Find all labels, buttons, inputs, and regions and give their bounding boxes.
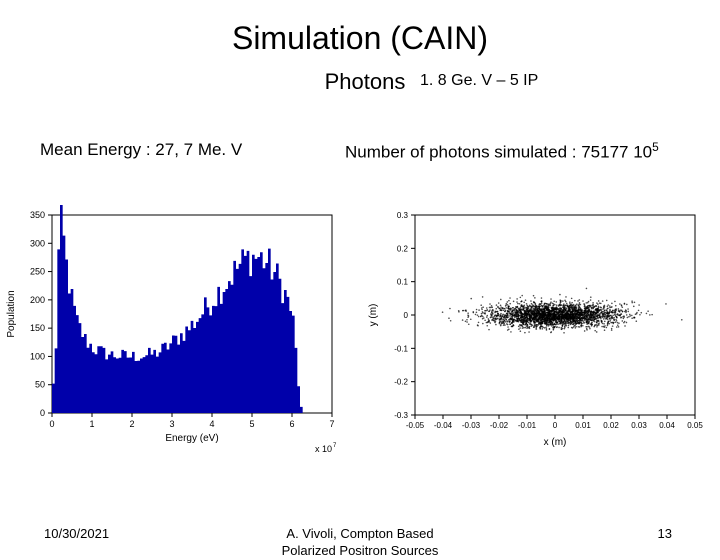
svg-text:7: 7 [329, 419, 334, 429]
svg-text:Energy (eV): Energy (eV) [165, 433, 218, 444]
n-photons-prefix: Number of photons simulated : 75177 10 [345, 143, 652, 162]
n-photons-label: Number of photons simulated : 75177 105 [345, 140, 659, 163]
svg-text:0: 0 [49, 419, 54, 429]
svg-text:0.3: 0.3 [397, 211, 409, 220]
svg-text:300: 300 [30, 238, 45, 248]
histogram-chart: 0 1 2 3 4 5 6 7 0 50 100 150 200 250 300 350 Energy (eV)… [0, 205, 360, 465]
svg-text:-0.2: -0.2 [394, 378, 408, 387]
credit-line2: Polarized Positron Sources [282, 543, 439, 558]
svg-text:-0.3: -0.3 [394, 411, 408, 420]
svg-text:50: 50 [35, 380, 45, 390]
footer-date: 10/30/2021 [44, 526, 109, 541]
svg-text:0.03: 0.03 [631, 421, 647, 430]
svg-text:1: 1 [89, 419, 94, 429]
svg-text:4: 4 [209, 419, 214, 429]
svg-text:0.1: 0.1 [397, 278, 409, 287]
svg-text:-0.01: -0.01 [518, 421, 537, 430]
param-text: 1. 8 Ge. V – 5 IP [420, 72, 538, 90]
svg-text:-0.05: -0.05 [406, 421, 425, 430]
slide-subtitle: Photons 1. 8 Ge. V – 5 IP [0, 57, 720, 95]
svg-text:Population: Population [6, 290, 17, 337]
svg-text:0: 0 [40, 408, 45, 418]
svg-text:100: 100 [30, 351, 45, 361]
svg-text:200: 200 [30, 295, 45, 305]
svg-text:0.02: 0.02 [603, 421, 619, 430]
footer-credit: A. Vivoli, Compton Based Polarized Posit… [282, 526, 439, 560]
svg-text:6: 6 [289, 419, 294, 429]
mean-energy-label: Mean Energy : 27, 7 Me. V [40, 140, 242, 160]
svg-text:-0.03: -0.03 [462, 421, 481, 430]
svg-text:2: 2 [129, 419, 134, 429]
credit-line1: A. Vivoli, Compton Based [286, 526, 433, 541]
slide-title: Simulation (CAIN) [0, 0, 720, 57]
svg-text:0.2: 0.2 [397, 244, 409, 253]
scatter-chart: -0.05 -0.04 -0.03 -0.02 -0.01 0 0.01 0.02 0.03 0.… [360, 205, 720, 465]
svg-text:0.04: 0.04 [659, 421, 675, 430]
svg-text:-0.04: -0.04 [434, 421, 453, 430]
svg-text:x 10: x 10 [315, 444, 332, 454]
svg-text:150: 150 [30, 323, 45, 333]
footer-pagenum: 13 [658, 526, 672, 541]
n-photons-exp: 5 [652, 140, 659, 154]
svg-text:0.01: 0.01 [575, 421, 591, 430]
charts-container: 0 1 2 3 4 5 6 7 0 50 100 150 200 250 300 350 Energy (eV)… [0, 205, 720, 465]
svg-text:y (m): y (m) [368, 304, 379, 327]
svg-text:350: 350 [30, 210, 45, 220]
svg-text:0.05: 0.05 [687, 421, 703, 430]
svg-text:7: 7 [333, 443, 337, 449]
svg-text:-0.1: -0.1 [394, 344, 408, 353]
svg-text:x (m): x (m) [544, 437, 567, 448]
subtitle-text: Photons [325, 69, 406, 94]
svg-text:250: 250 [30, 267, 45, 277]
svg-text:3: 3 [169, 419, 174, 429]
svg-text:0: 0 [553, 421, 558, 430]
svg-text:0: 0 [404, 311, 409, 320]
svg-text:-0.02: -0.02 [490, 421, 509, 430]
svg-text:5: 5 [249, 419, 254, 429]
